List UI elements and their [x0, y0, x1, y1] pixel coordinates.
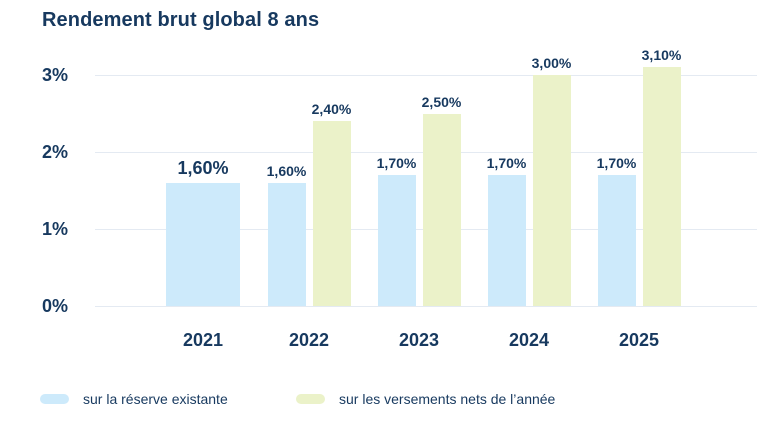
x-axis-label-2022: 2022 — [288, 330, 330, 350]
legend-swatch-versements-nets — [296, 394, 325, 404]
bar-reserve-existante-2024 — [487, 175, 526, 306]
x-axis-label-2024: 2024 — [508, 330, 550, 350]
gridline-0% — [95, 306, 757, 307]
bar-value-label-versements-nets-2024: 3,00% — [531, 55, 572, 71]
bar-reserve-existante-2025 — [597, 175, 636, 306]
y-axis-tick-3%: 3% — [41, 65, 68, 85]
chart-title: Rendement brut global 8 ans — [42, 9, 320, 31]
bar-value-label-versements-nets-2023: 2,50% — [421, 93, 462, 110]
bar-value-label-reserve-existante-2022: 1,60% — [266, 162, 307, 179]
legend-label-versements-nets: sur les versements nets de l’année — [339, 391, 556, 407]
bar-versements-nets-2025 — [642, 67, 681, 306]
bar-reserve-existante-2022 — [267, 182, 306, 306]
x-axis-label-2025: 2025 — [618, 330, 660, 350]
bar-reserve-existante-2023 — [377, 175, 416, 306]
gridline-3% — [95, 75, 757, 76]
y-axis-tick-0%: 0% — [41, 296, 68, 316]
y-axis-tick-1%: 1% — [41, 219, 68, 239]
y-axis-tick-2%: 2% — [41, 142, 68, 162]
x-axis-label-2021: 2021 — [182, 330, 224, 350]
bar-versements-nets-2022 — [312, 121, 351, 306]
bar-value-label-reserve-existante-2023: 1,70% — [376, 155, 417, 172]
bar-value-label-reserve-existante-2021: 1,60% — [177, 157, 229, 178]
bar-versements-nets-2024 — [532, 75, 571, 306]
legend-label-reserve-existante: sur la réserve existante — [83, 391, 228, 407]
x-axis-label-2023: 2023 — [398, 330, 440, 350]
legend-item-versements-nets: sur les versements nets de l’année — [296, 391, 555, 407]
bar-value-label-reserve-existante-2024: 1,70% — [486, 155, 527, 172]
bar-reserve-existante-2021 — [166, 182, 240, 306]
legend-item-reserve-existante: sur la réserve existante — [40, 391, 228, 407]
bar-value-label-versements-nets-2022: 2,40% — [311, 101, 352, 118]
bar-value-label-reserve-existante-2025: 1,70% — [596, 155, 637, 172]
legend-swatch-reserve-existante — [40, 394, 69, 404]
bar-versements-nets-2023 — [422, 113, 461, 306]
bar-value-label-versements-nets-2025: 3,10% — [641, 47, 682, 64]
